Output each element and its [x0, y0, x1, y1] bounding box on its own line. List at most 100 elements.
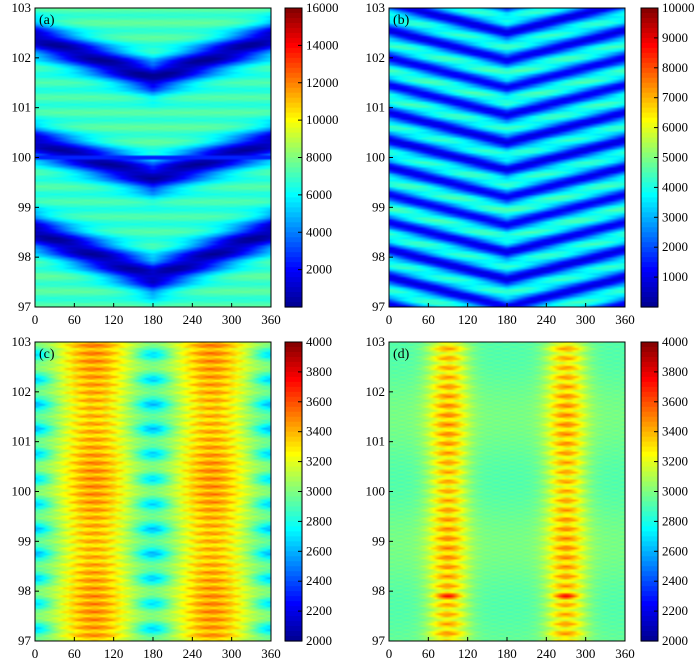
- y-tick-label: 103: [366, 0, 386, 15]
- colorbar-tick-label: 2200: [306, 603, 332, 618]
- colorbar-segment: [641, 8, 658, 14]
- colorbar-segment: [641, 601, 658, 607]
- x-tick-label: 120: [458, 312, 478, 327]
- colorbar-tick-label: 10000: [662, 0, 695, 15]
- colorbar-segment: [641, 421, 658, 428]
- colorbar-segment: [641, 302, 658, 308]
- y-tick-label: 102: [12, 50, 32, 65]
- colorbar-segment: [641, 172, 658, 179]
- colorbar-segment: [285, 456, 302, 463]
- colorbar-segment: [285, 97, 302, 104]
- colorbar-segment: [641, 77, 658, 84]
- colorbar-segment: [285, 486, 302, 493]
- colorbar-segment: [641, 381, 658, 388]
- colorbar-segment: [285, 157, 302, 164]
- y-tick-label: 101: [366, 434, 386, 449]
- colorbar-segment: [285, 431, 302, 438]
- colorbar-segment: [641, 371, 658, 378]
- y-tick-label: 102: [12, 384, 32, 399]
- colorbar-segment: [285, 217, 302, 223]
- colorbar-segment: [641, 137, 658, 144]
- x-tick-label: 300: [576, 312, 596, 327]
- colorbar-segment: [285, 57, 302, 64]
- colorbar-tick-label: 7000: [662, 90, 688, 105]
- panel-d: (d) 0 60 120 180 240 300 360 97 98 99 100 101 102 103 2…: [366, 334, 689, 661]
- colorbar-tick-label: 14000: [306, 37, 339, 52]
- colorbar-segment: [285, 292, 302, 298]
- colorbar-segment: [285, 556, 302, 562]
- colorbar-segment: [641, 436, 658, 443]
- colorbar-tick-label: 4000: [662, 334, 688, 349]
- colorbar-tick-label: 3200: [306, 454, 332, 469]
- colorbar-segment: [641, 342, 658, 348]
- x-tick-label: 360: [261, 312, 281, 327]
- colorbar-segment: [641, 32, 658, 39]
- colorbar-segment: [641, 232, 658, 238]
- x-tick-label: 360: [261, 646, 281, 661]
- colorbar-segment: [641, 142, 658, 149]
- colorbar-tick-label: 2600: [306, 543, 332, 558]
- colorbar-segment: [285, 282, 302, 288]
- colorbar-segment: [641, 606, 658, 612]
- colorbar-tick-label: 3600: [662, 394, 688, 409]
- colorbar-segment: [641, 431, 658, 438]
- colorbar-segment: [641, 426, 658, 433]
- colorbar-segment: [285, 596, 302, 602]
- colorbar-segment: [641, 277, 658, 283]
- colorbar-segment: [285, 496, 302, 503]
- colorbar-segment: [285, 297, 302, 303]
- colorbar-segment: [641, 82, 658, 89]
- colorbar-tick-label: 3800: [306, 364, 332, 379]
- colorbar-segment: [285, 376, 302, 383]
- heatmap-image: [35, 342, 271, 641]
- colorbar-segment: [641, 471, 658, 478]
- y-tick-label: 97: [18, 633, 32, 648]
- y-tick-label: 99: [372, 199, 385, 214]
- colorbar-segment: [641, 162, 658, 169]
- colorbar-segment: [641, 631, 658, 637]
- colorbar-segment: [285, 401, 302, 408]
- colorbar-segment: [641, 636, 658, 642]
- colorbar-segment: [285, 112, 302, 119]
- colorbar-segment: [285, 491, 302, 498]
- colorbar-segment: [285, 82, 302, 89]
- colorbar-tick-label: 10000: [306, 112, 339, 127]
- colorbar-segment: [641, 551, 658, 557]
- colorbar-segment: [641, 62, 658, 69]
- colorbar-segment: [285, 381, 302, 388]
- colorbar-segment: [285, 62, 302, 69]
- colorbar-segment: [641, 441, 658, 448]
- colorbar-tick-label: 2400: [662, 573, 688, 588]
- colorbar-segment: [641, 406, 658, 413]
- colorbar-segment: [641, 356, 658, 363]
- heatmap-image: [389, 8, 625, 307]
- colorbar-tick-label: 2400: [306, 573, 332, 588]
- colorbar-segment: [641, 52, 658, 59]
- colorbar-segment: [641, 626, 658, 632]
- x-tick-label: 120: [104, 646, 124, 661]
- colorbar-segment: [285, 177, 302, 184]
- x-tick-label: 300: [222, 646, 242, 661]
- colorbar-segment: [285, 22, 302, 29]
- colorbar-tick-label: 3800: [662, 364, 688, 379]
- colorbar-tick-label: 8000: [306, 150, 332, 165]
- y-tick-label: 101: [12, 434, 32, 449]
- heatmap-image: [35, 8, 271, 307]
- x-tick-label: 240: [183, 312, 203, 327]
- x-tick-label: 180: [497, 646, 517, 661]
- colorbar-segment: [641, 147, 658, 154]
- x-tick-label: 180: [497, 312, 517, 327]
- colorbar-segment: [285, 526, 302, 532]
- colorbar-segment: [641, 591, 658, 597]
- colorbar-segment: [641, 47, 658, 54]
- panel-label: (c): [39, 347, 55, 362]
- y-tick-label: 98: [18, 249, 31, 264]
- colorbar-tick-label: 2200: [662, 603, 688, 618]
- x-tick-label: 180: [143, 646, 163, 661]
- colorbar-segment: [641, 391, 658, 398]
- colorbar-tick-label: 3400: [662, 424, 688, 439]
- colorbar-segment: [641, 561, 658, 567]
- colorbar-segment: [641, 351, 658, 358]
- colorbar-segment: [285, 471, 302, 478]
- colorbar-segment: [641, 247, 658, 253]
